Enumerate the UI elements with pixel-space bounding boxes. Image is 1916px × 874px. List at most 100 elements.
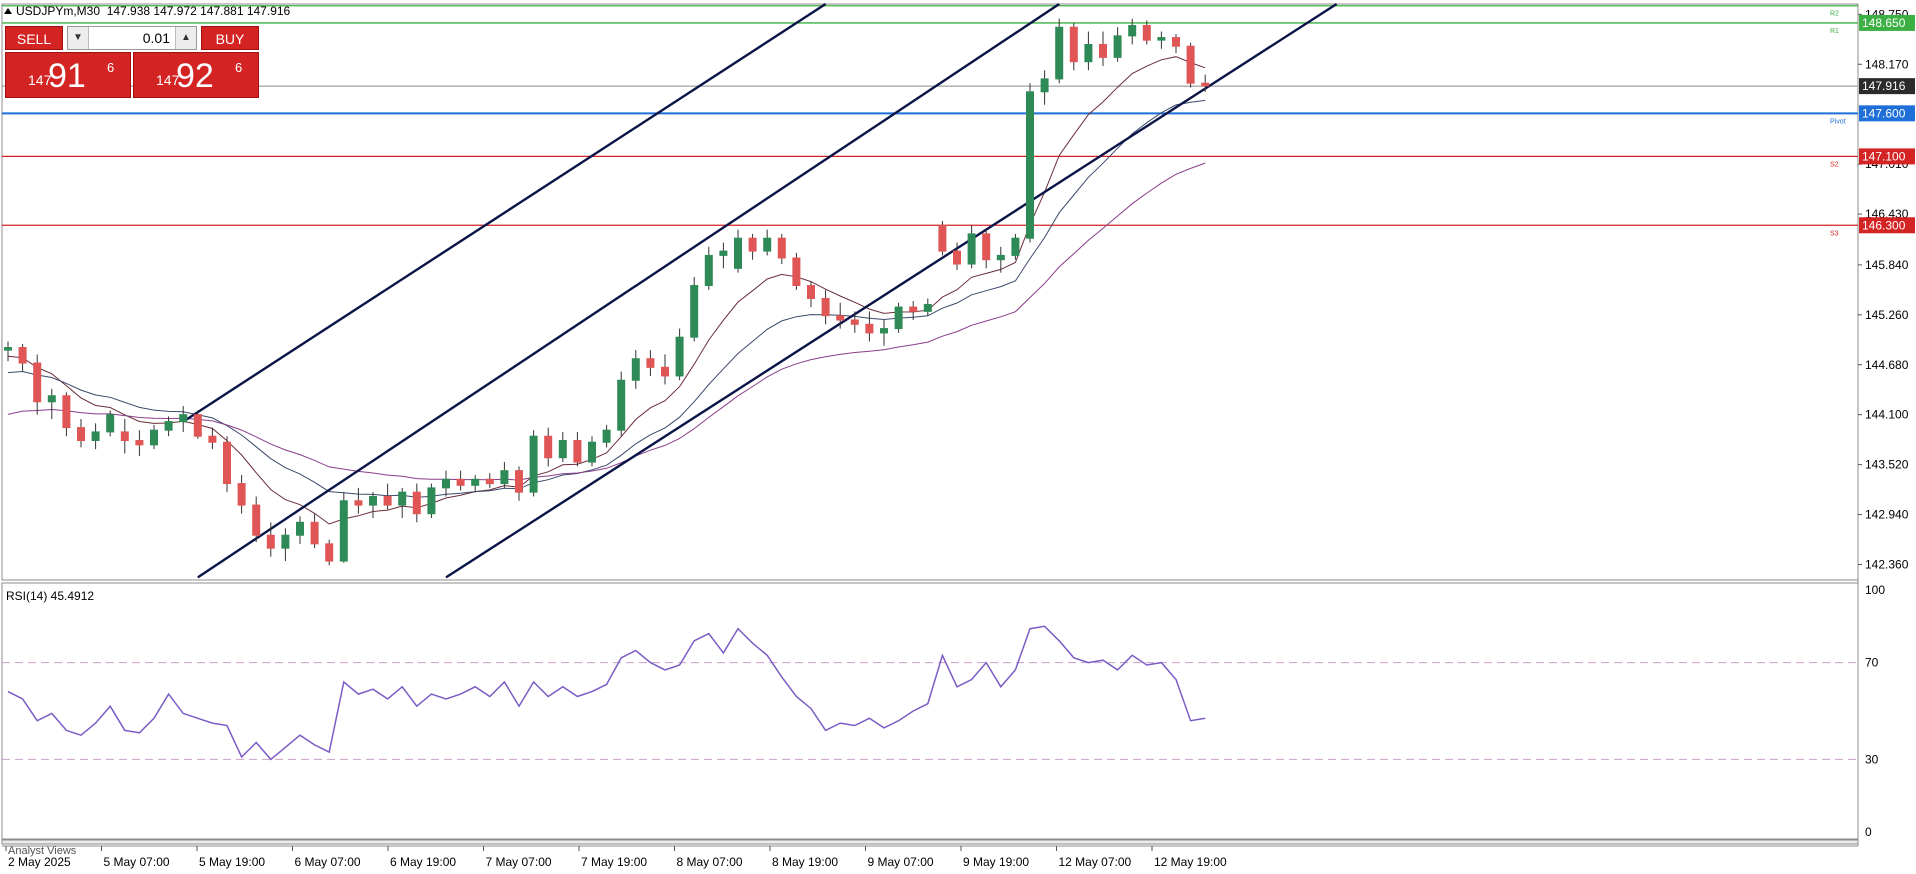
bull-candle	[369, 495, 377, 506]
bear-candle	[646, 358, 655, 368]
price-tag-label: 148.650	[1862, 16, 1906, 30]
candlesticks	[4, 18, 1210, 566]
bear-candle	[938, 224, 947, 252]
decrease-arrow-icon[interactable]: ▼	[68, 27, 89, 49]
sell-button[interactable]: SELL	[5, 26, 63, 50]
price-tag-label: 147.100	[1862, 149, 1906, 163]
ma-mid-line	[7, 99, 1206, 498]
buy-price-prefix: 147	[156, 72, 180, 88]
price-tag	[1859, 217, 1915, 234]
moving-averages	[7, 56, 1206, 525]
bull-candle	[164, 421, 173, 431]
chart-header: USDJPYm,M30 147.938 147.972 147.881 147.…	[4, 4, 290, 18]
time-label: 5 May 19:00	[199, 855, 265, 869]
lot-size-value[interactable]: 0.01	[142, 30, 170, 46]
sell-price-pips: 91	[48, 57, 86, 95]
time-label: 8 May 07:00	[677, 855, 743, 869]
price-tick-label: 144.100	[1865, 408, 1909, 422]
buy-price-pips: 92	[176, 57, 214, 95]
rsi-level-label: 0	[1865, 825, 1872, 839]
price-tick-label: 142.940	[1865, 508, 1909, 522]
bull-candle	[1157, 37, 1166, 41]
bear-candle	[573, 440, 582, 463]
sell-price-quote[interactable]: 147 91 6	[5, 52, 131, 98]
bear-candle	[909, 306, 918, 312]
bear-candle	[1201, 82, 1210, 87]
level-price-tags: 148.650 147.600 147.100 146.300 147.916	[1859, 14, 1915, 234]
price-tick-label: 145.260	[1865, 308, 1909, 322]
bull-candle	[4, 347, 12, 351]
buy-button[interactable]: BUY	[201, 26, 259, 50]
bull-candle	[398, 491, 407, 506]
bull-candle	[923, 303, 932, 312]
bull-candle	[734, 237, 742, 269]
bear-candle	[661, 366, 669, 377]
bear-candle	[807, 285, 815, 299]
channel-line	[182, 2, 827, 423]
rsi-line	[7, 625, 1206, 761]
time-label: 7 May 07:00	[486, 855, 552, 869]
bear-candle	[135, 440, 144, 446]
bull-candle	[675, 336, 684, 377]
analyst-panel-frame	[1, 839, 1859, 845]
buy-price-quote[interactable]: 147 92 6	[133, 52, 259, 98]
price-tick-label: 148.170	[1865, 57, 1909, 71]
bear-candle	[266, 534, 275, 549]
bear-candle	[544, 435, 553, 459]
rsi-label: RSI(14) 45.4912	[6, 589, 95, 603]
price-tag	[1859, 105, 1915, 122]
price-tag	[1859, 148, 1915, 165]
bull-candle	[588, 441, 596, 463]
ma-fast-line	[7, 56, 1206, 525]
bear-candle	[412, 491, 421, 515]
bull-candle	[996, 254, 1005, 261]
bull-candle	[631, 358, 640, 381]
bull-candle	[47, 395, 56, 403]
current-price-tag	[1859, 78, 1915, 95]
bear-candle	[77, 427, 85, 442]
bull-candle	[1040, 78, 1049, 93]
bull-candle	[339, 500, 348, 562]
sell-price-prefix: 147	[28, 72, 52, 88]
one-click-trading-panel: SELL ▼ 0.01 ▲ BUY 147 91 6 147 92 6	[5, 26, 259, 98]
channel-line	[445, 2, 1338, 579]
bear-candle	[1142, 25, 1151, 41]
pivot-level-label: S2	[1830, 161, 1839, 168]
pivot-level-lines: R2 R1 Pivot S2 S3	[2, 5, 1858, 237]
time-label: 12 May 19:00	[1154, 855, 1227, 869]
time-label: 9 May 07:00	[868, 855, 934, 869]
bear-candle	[515, 470, 523, 493]
bull-candle	[602, 429, 611, 443]
pivot-level-label: S3	[1830, 230, 1839, 237]
rsi-level-label: 30	[1865, 752, 1879, 766]
analyst-views-tab[interactable]: Analyst Views	[8, 845, 77, 857]
bull-candle	[442, 478, 450, 489]
lot-size-input[interactable]: ▼ 0.01 ▲	[67, 26, 197, 50]
bull-candle	[150, 429, 158, 446]
channel-line	[197, 3, 1060, 579]
price-tick-label: 142.360	[1865, 558, 1909, 572]
collapse-triangle-icon[interactable]	[4, 8, 12, 14]
symbol-label: USDJPYm,M30	[16, 4, 101, 18]
bull-candle	[763, 237, 772, 252]
bull-candle	[617, 379, 626, 431]
bear-candle	[18, 347, 27, 364]
bull-candle	[1113, 35, 1122, 58]
price-tick-label: 145.840	[1865, 258, 1909, 272]
trend-channel	[182, 2, 1338, 579]
sell-price-fraction: 6	[107, 60, 115, 75]
rsi-indicator: 100 70 30 0	[2, 583, 1885, 839]
bear-candle	[237, 483, 246, 506]
bull-candle	[471, 478, 480, 486]
time-label: 12 May 07:00	[1059, 855, 1132, 869]
buy-price-fraction: 6	[235, 60, 243, 75]
pivot-level-label: Pivot	[1830, 118, 1846, 125]
ma-slow-line	[7, 162, 1206, 481]
bull-candle	[106, 414, 115, 433]
bear-candle	[485, 478, 494, 485]
time-label: 6 May 07:00	[295, 855, 361, 869]
increase-arrow-icon[interactable]: ▲	[175, 27, 196, 49]
pivot-level-label: R2	[1830, 11, 1839, 18]
bull-candle	[967, 233, 976, 265]
